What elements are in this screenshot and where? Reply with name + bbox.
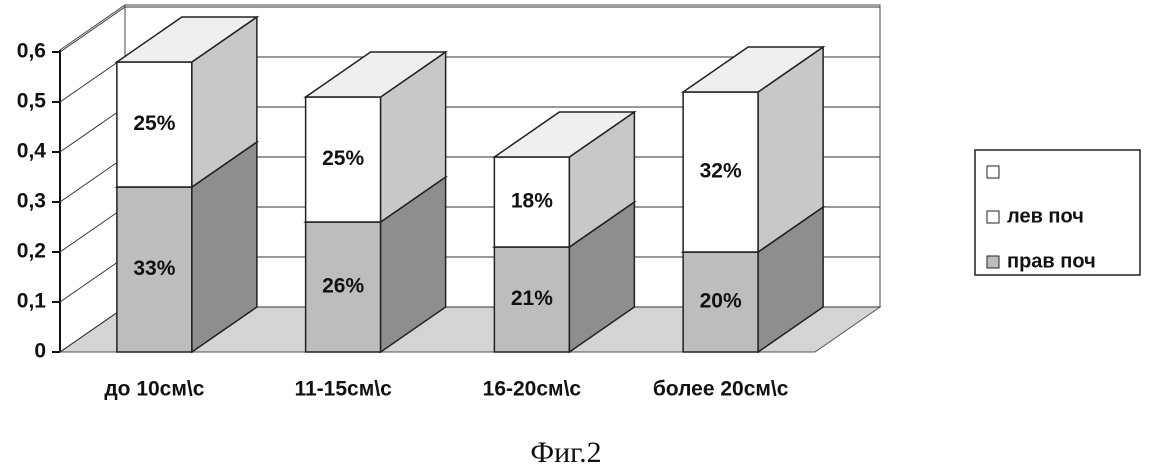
data-label: 21% <box>511 287 553 310</box>
y-tick-label: 0,2 <box>17 240 46 263</box>
y-tick-label: 0 <box>34 340 46 363</box>
chart: Фиг.2 0 0,1 0,2 0,3 0,4 0,5 0,6 до 10см\с 33% 25%… <box>0 0 1151 474</box>
data-label: 26% <box>322 275 364 298</box>
x-tick-label: 11-15см\с <box>294 378 392 401</box>
data-label: 25% <box>322 147 364 170</box>
x-tick-label: более 20см\с <box>653 378 789 401</box>
x-tick-label: 16-20см\с <box>483 378 582 401</box>
page: Фиг.2 0 0,1 0,2 0,3 0,4 0,5 0,6 до 10см\с 33% 25%… <box>0 0 1151 474</box>
data-label: 33% <box>133 257 175 280</box>
data-label: 20% <box>700 290 742 313</box>
data-label: 18% <box>511 190 553 213</box>
legend-swatch <box>987 166 999 178</box>
y-tick-label: 0,4 <box>17 140 47 163</box>
y-tick-label: 0,6 <box>17 40 46 63</box>
x-tick-label: до 10см\с <box>104 378 204 401</box>
y-tick-label: 0,5 <box>17 90 47 113</box>
y-tick-label: 0,3 <box>17 190 46 213</box>
side-wall <box>60 5 125 352</box>
data-label: 32% <box>700 160 742 183</box>
legend-swatch <box>987 256 999 268</box>
legend-label: лев поч <box>1007 205 1084 227</box>
data-label: 25% <box>133 112 175 135</box>
legend-label: прав поч <box>1007 250 1096 272</box>
legend-swatch <box>987 211 999 223</box>
caption: Фиг.2 <box>530 436 601 469</box>
y-tick-label: 0,1 <box>17 290 47 313</box>
